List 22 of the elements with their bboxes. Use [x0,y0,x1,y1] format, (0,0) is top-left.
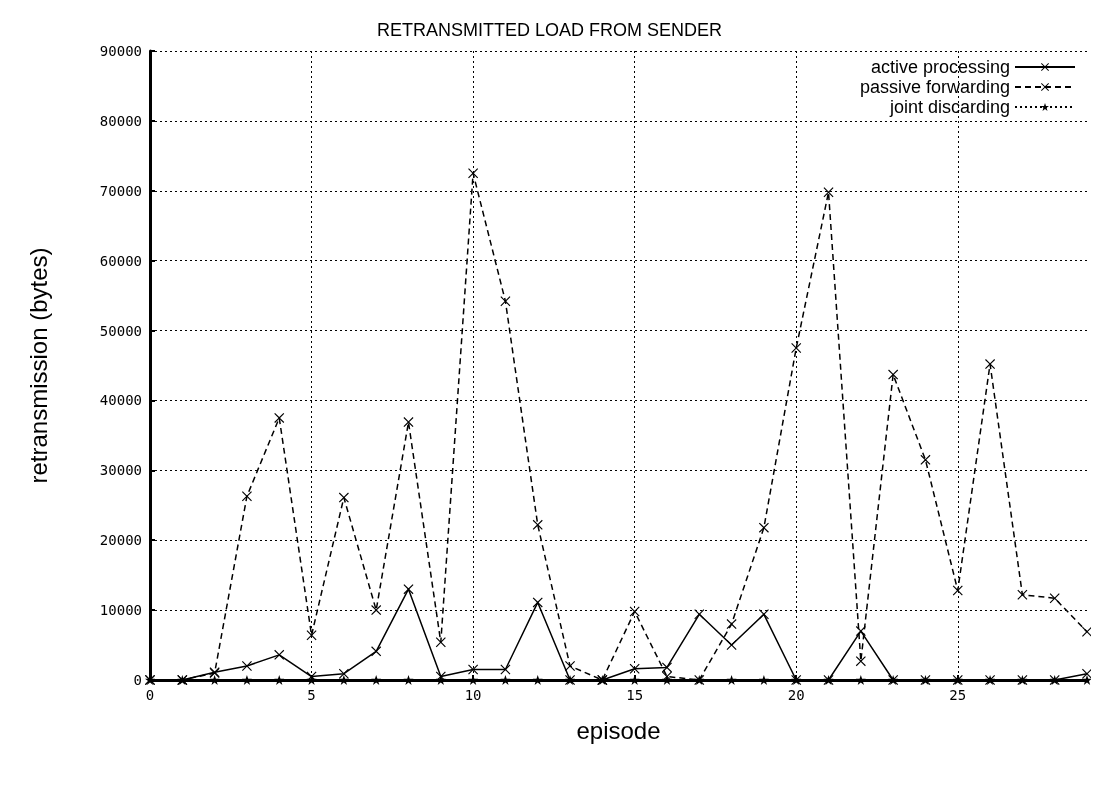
x-tick-label: 15 [626,687,644,703]
y-tick-label: 70000 [99,182,142,199]
legend-label: active processing [870,57,1010,77]
y-axis-title: retransmission (bytes) [24,247,52,484]
y-tick-label: 80000 [99,112,142,129]
x-tick-label: 0 [145,687,155,703]
x-tick-label: 25 [949,687,967,703]
x-tick-label: 20 [787,687,805,703]
x-axis-title: episode [576,716,661,744]
y-tick-label: 60000 [99,252,142,269]
x-tick-label: 5 [307,687,316,703]
y-tick-label: 90000 [99,43,142,59]
y-tick-label: 30000 [99,462,142,479]
y-tick-label: 10000 [99,602,142,619]
y-tick-label: 40000 [99,392,142,409]
chart-title: RETRANSMITTED LOAD FROM SENDER [376,20,723,40]
x-tick-label: 10 [464,687,482,703]
legend-label: joint discarding [888,97,1010,117]
y-tick-label: 20000 [99,532,142,549]
y-tick-label: 50000 [99,322,142,339]
y-tick-label: 0 [133,672,142,688]
legend-label: passive forwarding [859,77,1010,97]
